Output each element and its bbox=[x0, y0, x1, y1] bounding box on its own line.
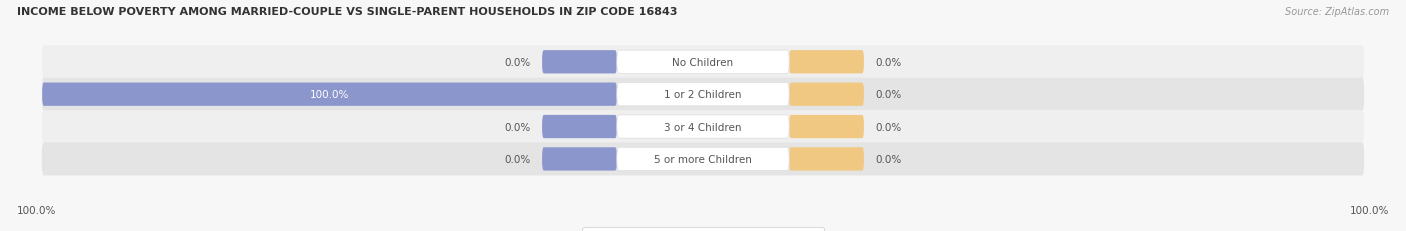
Text: 5 or more Children: 5 or more Children bbox=[654, 154, 752, 164]
Text: 0.0%: 0.0% bbox=[876, 90, 901, 100]
FancyBboxPatch shape bbox=[789, 51, 863, 74]
Text: 1 or 2 Children: 1 or 2 Children bbox=[664, 90, 742, 100]
Text: INCOME BELOW POVERTY AMONG MARRIED-COUPLE VS SINGLE-PARENT HOUSEHOLDS IN ZIP COD: INCOME BELOW POVERTY AMONG MARRIED-COUPL… bbox=[17, 7, 678, 17]
Text: 0.0%: 0.0% bbox=[876, 122, 901, 132]
FancyBboxPatch shape bbox=[543, 148, 617, 171]
Text: 0.0%: 0.0% bbox=[505, 58, 530, 67]
Text: 100.0%: 100.0% bbox=[309, 90, 349, 100]
Text: 0.0%: 0.0% bbox=[505, 154, 530, 164]
FancyBboxPatch shape bbox=[42, 78, 1364, 111]
FancyBboxPatch shape bbox=[42, 111, 1364, 143]
Text: Source: ZipAtlas.com: Source: ZipAtlas.com bbox=[1285, 7, 1389, 17]
Text: 0.0%: 0.0% bbox=[876, 58, 901, 67]
Text: 3 or 4 Children: 3 or 4 Children bbox=[664, 122, 742, 132]
FancyBboxPatch shape bbox=[789, 116, 863, 139]
FancyBboxPatch shape bbox=[617, 51, 789, 74]
FancyBboxPatch shape bbox=[617, 116, 789, 139]
FancyBboxPatch shape bbox=[789, 148, 863, 171]
Text: 100.0%: 100.0% bbox=[17, 205, 56, 215]
FancyBboxPatch shape bbox=[543, 51, 617, 74]
Text: 100.0%: 100.0% bbox=[1350, 205, 1389, 215]
Text: 0.0%: 0.0% bbox=[876, 154, 901, 164]
FancyBboxPatch shape bbox=[617, 83, 789, 106]
Text: No Children: No Children bbox=[672, 58, 734, 67]
FancyBboxPatch shape bbox=[42, 143, 1364, 176]
FancyBboxPatch shape bbox=[42, 83, 617, 106]
FancyBboxPatch shape bbox=[617, 148, 789, 171]
Text: 0.0%: 0.0% bbox=[505, 122, 530, 132]
Legend: Married Couples, Single Parents: Married Couples, Single Parents bbox=[582, 227, 824, 231]
FancyBboxPatch shape bbox=[789, 83, 863, 106]
FancyBboxPatch shape bbox=[543, 116, 617, 139]
FancyBboxPatch shape bbox=[42, 46, 1364, 79]
